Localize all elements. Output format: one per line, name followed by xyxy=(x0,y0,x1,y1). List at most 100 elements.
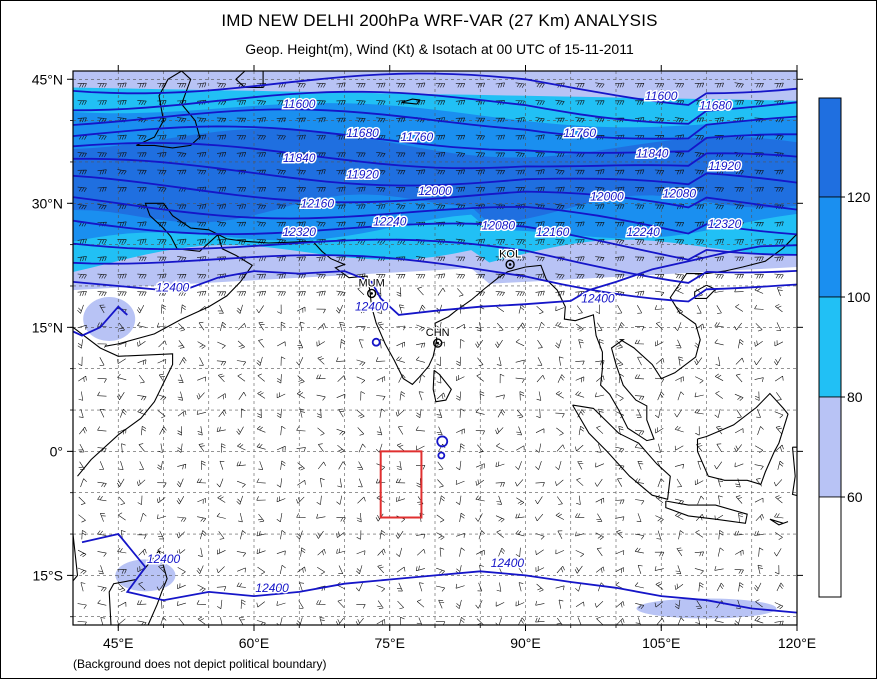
lon-tick-label: 105°E xyxy=(642,635,680,651)
city-label: CHN xyxy=(426,327,450,339)
lon-tick-label: 120°E xyxy=(778,635,816,651)
contour-label: 12080 xyxy=(663,186,697,200)
contour-label: 11600 xyxy=(283,97,316,111)
height-contour xyxy=(73,72,797,106)
coastline xyxy=(73,533,79,582)
city-marker xyxy=(366,288,377,299)
colorbar-band xyxy=(818,97,842,198)
city-dot xyxy=(508,263,512,266)
map-title: IMD NEW DELHI 200hPa WRF-VAR (27 Km) ANA… xyxy=(221,11,658,30)
contour-label: 11920 xyxy=(346,167,379,181)
height-contour-12400 xyxy=(73,244,797,316)
colorbar-band xyxy=(818,396,842,498)
height-contour-12400 xyxy=(73,305,128,337)
colorbar-tick-label: 100 xyxy=(847,289,871,305)
contour-labels: 11600 11680 11760 11840 11920 12000 12160 12240… xyxy=(145,87,743,596)
city-markers: MUM CHN KOL xyxy=(357,247,522,348)
contour-label: 12400 xyxy=(156,281,190,295)
contour-label: 12400 xyxy=(355,300,389,314)
contour-label: 12320 xyxy=(708,217,742,231)
height-contour xyxy=(73,125,797,154)
contour-label: 12240 xyxy=(373,214,407,228)
isotach-patch xyxy=(636,598,777,619)
height-contour xyxy=(73,238,797,284)
contour-label: 12400 xyxy=(255,581,289,595)
contour-label: 11760 xyxy=(401,130,434,144)
lat-tick-label: 45°N xyxy=(32,71,63,87)
lat-tick-label: 15°S xyxy=(32,567,63,583)
axis-ticks: 45°N 30°N 15°N 0° 15°S 45°E 60°E 75°E 90°E 105°E 1… xyxy=(32,65,816,651)
isotach-patch xyxy=(83,297,136,342)
contour-label: 11840 xyxy=(283,151,316,165)
contour-label: 12400 xyxy=(581,291,615,305)
coastline xyxy=(665,500,748,524)
height-contour xyxy=(73,174,797,211)
coastline xyxy=(147,550,168,625)
lat-tick-label: 0° xyxy=(50,443,63,459)
lon-tick-label: 45°E xyxy=(103,635,134,651)
lon-tick-label: 75°E xyxy=(374,635,405,651)
coastline xyxy=(791,446,797,497)
height-contour xyxy=(73,219,797,261)
aral-sea xyxy=(235,71,264,89)
city-dot xyxy=(370,292,373,295)
height-contour xyxy=(73,254,797,303)
city-marker xyxy=(505,259,515,270)
city-label: KOL xyxy=(499,248,521,260)
height-contour xyxy=(73,108,797,140)
highlight-box xyxy=(379,450,423,519)
colorbar-tick-label: 120 xyxy=(847,189,871,205)
contour-label: 11600 xyxy=(645,89,678,103)
small-closed-contour xyxy=(436,435,449,448)
contour-label: 12400 xyxy=(491,556,525,570)
coastline xyxy=(432,369,452,403)
lon-tick-label: 90°E xyxy=(510,635,541,651)
height-contours xyxy=(73,72,797,614)
contour-label: 11920 xyxy=(708,159,741,173)
coastlines xyxy=(73,71,814,625)
lat-tick-label: 30°N xyxy=(32,195,63,211)
coastline xyxy=(799,242,814,269)
colorbar-band xyxy=(818,196,842,298)
height-contour xyxy=(73,196,797,236)
coastline xyxy=(694,284,717,299)
contour-label: 12000 xyxy=(590,190,624,204)
city-label: MUM xyxy=(359,277,385,289)
coastline xyxy=(769,518,789,526)
colorbar-tick-label: 80 xyxy=(847,389,863,405)
coastline xyxy=(104,202,797,442)
contour-label: 12160 xyxy=(536,225,570,239)
colorbar-band xyxy=(818,496,842,598)
lake xyxy=(401,98,421,105)
colorbar-band xyxy=(818,296,842,398)
contour-label: 12080 xyxy=(482,219,516,233)
height-contour-12400 xyxy=(81,532,797,614)
contour-label: 12240 xyxy=(626,225,660,239)
coastline xyxy=(73,326,174,477)
contour-label: 12320 xyxy=(283,225,317,239)
contour-label: 11840 xyxy=(636,147,669,161)
coastline xyxy=(696,392,789,486)
height-contour xyxy=(73,157,797,187)
map-canvas: 11600 11680 11760 11840 11920 12000 12160 12240… xyxy=(32,65,871,651)
wind-barbs xyxy=(77,82,784,625)
city-marker xyxy=(433,338,443,348)
height-contour xyxy=(73,90,797,125)
colorbar: 120 100 80 60 xyxy=(818,97,871,598)
footnote: (Background does not depict political bo… xyxy=(73,657,327,671)
contour-label: 12160 xyxy=(301,196,335,210)
city-dot xyxy=(436,341,440,345)
contour-label: 11760 xyxy=(564,126,597,140)
lon-tick-label: 60°E xyxy=(239,635,270,651)
contour-label: 12000 xyxy=(418,184,452,198)
height-contour xyxy=(73,141,797,170)
colorbar-frame xyxy=(818,97,842,598)
map-subtitle: Geop. Height(m), Wind (Kt) & Isotach at … xyxy=(245,41,634,57)
contour-label: 11680 xyxy=(346,126,379,140)
coastline xyxy=(572,404,671,500)
contour-label: 11680 xyxy=(699,99,732,113)
colorbar-tick-label: 60 xyxy=(847,489,863,505)
small-closed-contour xyxy=(437,451,446,460)
lat-tick-label: 15°N xyxy=(32,319,63,335)
